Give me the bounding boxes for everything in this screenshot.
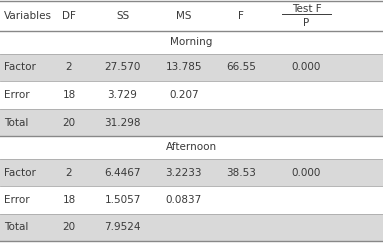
Text: 0.000: 0.000 <box>292 62 321 72</box>
Bar <box>0 54 383 81</box>
Text: Total: Total <box>4 118 28 128</box>
Text: Variables: Variables <box>4 10 52 21</box>
Text: P: P <box>303 18 309 28</box>
Text: MS: MS <box>176 10 192 21</box>
Bar <box>0 159 383 186</box>
Text: 3.2233: 3.2233 <box>165 168 202 177</box>
Bar <box>0 0 383 31</box>
Text: 38.53: 38.53 <box>226 168 256 177</box>
Text: 18: 18 <box>62 90 75 100</box>
Text: 0.207: 0.207 <box>169 90 199 100</box>
Text: 0.000: 0.000 <box>292 168 321 177</box>
Text: 2: 2 <box>65 168 72 177</box>
Text: 13.785: 13.785 <box>165 62 202 72</box>
Text: 3.729: 3.729 <box>108 90 137 100</box>
Bar <box>0 31 383 54</box>
Text: Factor: Factor <box>4 168 36 177</box>
Bar <box>0 81 383 109</box>
Bar <box>0 214 383 241</box>
Text: DF: DF <box>62 10 76 21</box>
Text: Test F: Test F <box>291 4 321 14</box>
Bar <box>0 109 383 136</box>
Text: Morning: Morning <box>170 38 213 48</box>
Text: Error: Error <box>4 195 29 205</box>
Text: 6.4467: 6.4467 <box>104 168 141 177</box>
Text: 27.570: 27.570 <box>105 62 141 72</box>
Text: 7.9524: 7.9524 <box>104 222 141 232</box>
Text: 18: 18 <box>62 195 75 205</box>
Text: 31.298: 31.298 <box>104 118 141 128</box>
Text: Afternoon: Afternoon <box>166 142 217 152</box>
Text: 0.0837: 0.0837 <box>166 195 202 205</box>
Bar <box>0 136 383 159</box>
Text: Factor: Factor <box>4 62 36 72</box>
Text: F: F <box>238 10 244 21</box>
Text: Error: Error <box>4 90 29 100</box>
Bar <box>0 186 383 214</box>
Text: 2: 2 <box>65 62 72 72</box>
Text: 20: 20 <box>62 222 75 232</box>
Text: Total: Total <box>4 222 28 232</box>
Text: SS: SS <box>116 10 129 21</box>
Text: 1.5057: 1.5057 <box>105 195 141 205</box>
Text: 20: 20 <box>62 118 75 128</box>
Text: 66.55: 66.55 <box>226 62 256 72</box>
